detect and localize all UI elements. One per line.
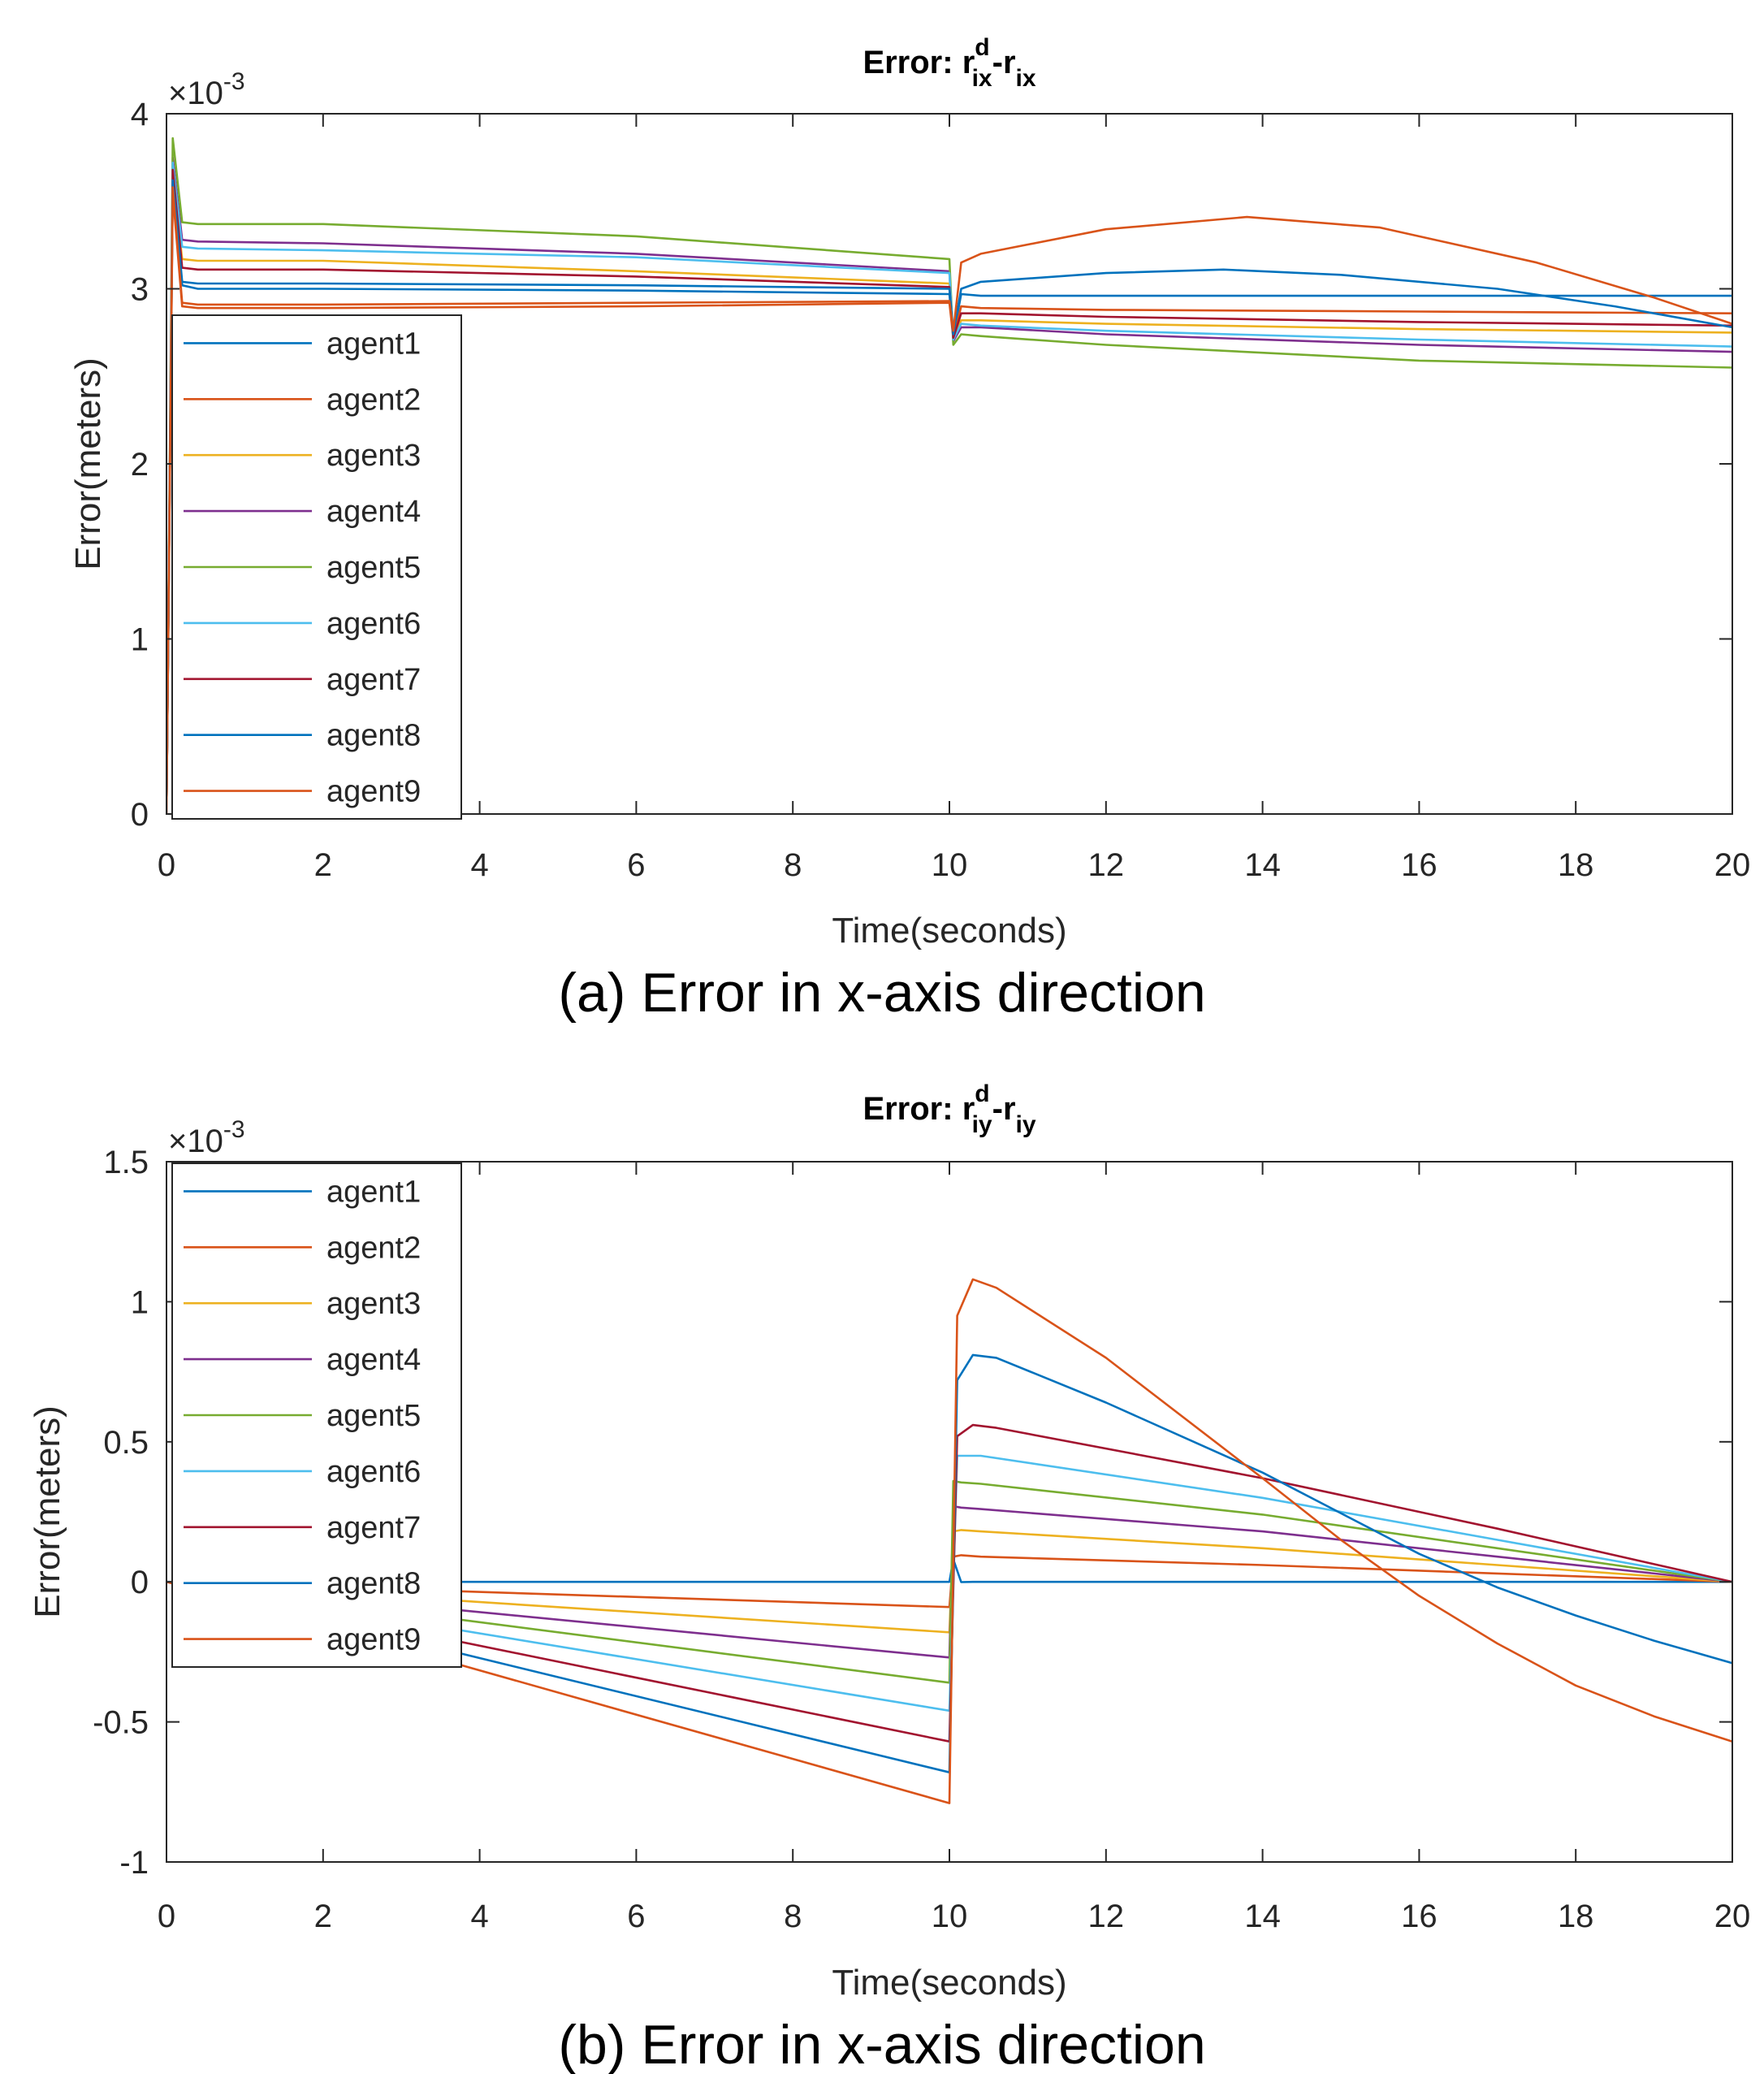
x-tick-label: 16 (1401, 847, 1438, 883)
legend-label-agent4: agent4 (326, 1343, 421, 1377)
x-tick-label: 8 (784, 847, 802, 883)
x-tick-label: 12 (1088, 1899, 1125, 1934)
series-group (166, 136, 1732, 815)
x-tick-label: 4 (470, 1899, 488, 1934)
chart-2: 0 2 4 6 8 10 12 14 16 18 20 -1 -0.5 0 0.5 1 1.5 ×10-3 Time… (28, 1080, 1750, 2074)
x-tick-label: 18 (1558, 847, 1594, 883)
legend: agent1 agent2 agent3 agent4 agent5 agent6 agen… (171, 314, 462, 820)
y-tick-label: 0 (131, 797, 149, 833)
x-tick-label: 14 (1244, 1899, 1281, 1934)
x-tick-label: 6 (627, 1899, 645, 1934)
x-tick-label: 2 (314, 847, 332, 883)
series-line-agent8 (166, 179, 1732, 815)
x-tick-label: 4 (470, 847, 488, 883)
y-tick-label: 2 (131, 447, 149, 483)
legend-label-agent9: agent9 (326, 1623, 421, 1657)
figure-caption: (b) Error in x-axis direction (558, 2014, 1205, 2074)
x-tick-label: 10 (932, 1899, 968, 1934)
legend-label-agent3: agent3 (326, 1287, 421, 1321)
x-tick-label: 20 (1714, 847, 1751, 883)
x-tick-label: 2 (314, 1899, 332, 1934)
legend-label-agent7: agent7 (326, 663, 421, 697)
x-tick-label: 12 (1088, 847, 1125, 883)
legend-label-agent6: agent6 (326, 1455, 421, 1489)
legend-label-agent5: agent5 (326, 551, 421, 585)
legend-label-agent6: agent6 (326, 607, 421, 641)
legend-label-agent1: agent1 (326, 1175, 421, 1209)
y-axis-label: Error(meters) (68, 357, 108, 570)
legend-label-agent8: agent8 (326, 719, 421, 753)
legend-label-agent2: agent2 (326, 1231, 421, 1265)
x-tick-label: 18 (1558, 1899, 1594, 1934)
y-axis-label: Error(meters) (28, 1405, 67, 1618)
y-tick-label: -1 (119, 1845, 149, 1881)
series-group (166, 1278, 1732, 1804)
y-tick-label: 1 (131, 1284, 149, 1320)
series-line-agent7 (166, 168, 1732, 815)
y-tick-label: 1.5 (103, 1145, 149, 1180)
x-axis-label: Time(seconds) (832, 911, 1066, 950)
figure-caption: (a) Error in x-axis direction (558, 962, 1205, 1024)
x-tick-label: 20 (1714, 1899, 1751, 1934)
series-line-agent1 (166, 1558, 1732, 1583)
chart-title: Error: rd iy-riy (863, 1080, 1035, 1138)
legend-label-agent8: agent8 (326, 1567, 421, 1601)
legend-label-agent5: agent5 (326, 1399, 421, 1433)
x-tick-label: 16 (1401, 1899, 1438, 1934)
series-line-agent5 (166, 1479, 1732, 1684)
y-scale-label: ×10-3 (168, 1116, 245, 1159)
chart-title: Error: rd ix-rix (863, 34, 1035, 92)
y-tick-label: 4 (131, 97, 149, 132)
series-line-agent5 (166, 136, 1732, 815)
x-tick-label: 14 (1244, 847, 1281, 883)
x-tick-label: 10 (932, 847, 968, 883)
legend-label-agent7: agent7 (326, 1511, 421, 1545)
legend-label-agent2: agent2 (326, 383, 421, 417)
legend: agent1 agent2 agent3 agent4 agent5 agent6 agen… (171, 1163, 462, 1668)
legend-label-agent1: agent1 (326, 327, 421, 361)
series-line-agent9 (166, 1278, 1732, 1804)
x-axis-label: Time(seconds) (832, 1963, 1066, 2003)
y-tick-label: 1 (131, 622, 149, 658)
legend-label-agent3: agent3 (326, 439, 421, 473)
y-tick-label: 0.5 (103, 1425, 149, 1461)
x-tick-label: 0 (158, 1899, 175, 1934)
x-tick-label: 6 (627, 847, 645, 883)
series-line-agent9 (166, 186, 1732, 815)
x-tick-label: 8 (784, 1899, 802, 1934)
y-tick-label: -0.5 (93, 1705, 149, 1741)
chart-1: 0 2 4 6 8 10 12 14 16 18 2001234×10-3Time(seconds)… (68, 34, 1750, 1024)
y-tick-label: 0 (131, 1565, 149, 1600)
y-scale-label: ×10-3 (168, 68, 245, 111)
series-line-agent6 (166, 162, 1732, 815)
x-tick-label: 0 (158, 847, 175, 883)
legend-label-agent4: agent4 (326, 495, 421, 529)
legend-label-agent9: agent9 (326, 775, 421, 809)
y-tick-label: 3 (131, 272, 149, 308)
